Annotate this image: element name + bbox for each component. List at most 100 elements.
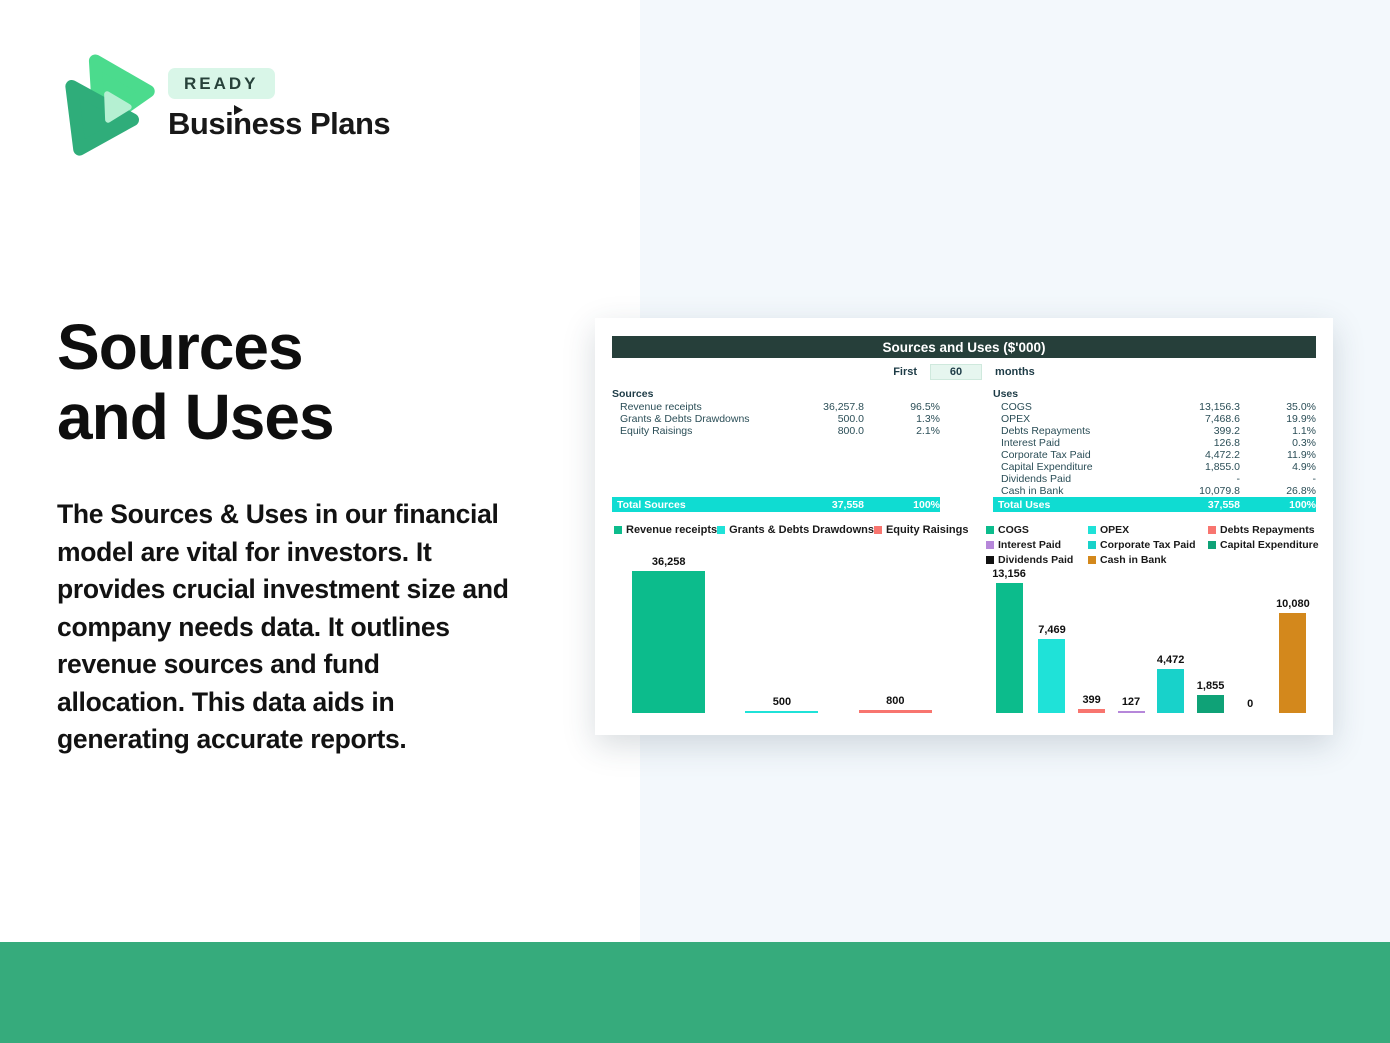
cell-label: OPEX [1001, 413, 1031, 425]
legend-item: Capital Expenditure [1208, 539, 1319, 551]
bar [1117, 711, 1145, 713]
legend-label: Grants & Debts Drawdowns [729, 524, 874, 536]
sources-table: Sources Revenue receipts 36,257.8 96.5% Gra… [612, 388, 940, 512]
sources-header: Sources [612, 388, 654, 400]
uses-chart-plot: 13,156 7,469 399 127 4,472 1,855 0 10,080 [986, 566, 1316, 715]
bar [1197, 694, 1225, 713]
page-title-line2: and Uses [57, 381, 335, 453]
legend-label: COGS [998, 524, 1029, 536]
total-value: 37,558 [1207, 498, 1240, 511]
table-row: COGS 13,156.3 35.0% [993, 401, 1316, 413]
legend-label: Equity Raisings [885, 524, 969, 536]
sheet-title-bar: Sources and Uses ($'000) [612, 336, 1316, 358]
cell-label: Dividends Paid [1001, 473, 1072, 485]
legend-label: Debts Repayments [1220, 524, 1315, 536]
bar-value-label: 399 [1082, 694, 1101, 707]
total-uses-row: Total Uses 37,558 100% [993, 497, 1316, 512]
bar [1038, 639, 1066, 713]
bar-value-label: 1,855 [1196, 679, 1225, 692]
uses-rows: COGS 13,156.3 35.0% OPEX 7,468.6 19.9% Debts R… [993, 401, 1316, 497]
legend-swatch [1088, 541, 1096, 549]
bar-slot: 800 [858, 695, 932, 713]
legend-item: Grants & Debts Drawdowns [717, 524, 874, 536]
cell-value: 36,257.8 [823, 401, 864, 413]
bar [1279, 613, 1307, 713]
cell-label: Grants & Debts Drawdowns [620, 413, 750, 425]
period-row: First 60 months [612, 364, 1316, 380]
bar-value-label: 0 [1247, 698, 1254, 710]
cell-label: COGS [1001, 401, 1032, 413]
bar-slot: 0 [1237, 698, 1264, 713]
legend-label: OPEX [1100, 524, 1130, 536]
cell-value: 126.8 [1213, 437, 1240, 449]
table-row: Corporate Tax Paid 4,472.2 11.9% [993, 449, 1316, 461]
charts-row: Revenue receipts Grants & Debts Drawdowns… [612, 524, 1319, 715]
period-months-label: months [995, 366, 1035, 378]
bar [1157, 668, 1185, 713]
legend-item: Equity Raisings [873, 524, 969, 536]
legend-swatch [1088, 526, 1096, 534]
brand-i-play-icon [234, 105, 243, 115]
total-value: 37,558 [831, 498, 864, 511]
cell-pct: 4.9% [1292, 461, 1316, 473]
legend-label: Corporate Tax Paid [1100, 539, 1196, 551]
table-row: Dividends Paid - - [993, 473, 1316, 485]
legend-item: Cash in Bank [1088, 554, 1208, 566]
cell-label: Corporate Tax Paid [1001, 449, 1091, 461]
legend-swatch [873, 526, 882, 534]
bar [995, 583, 1023, 713]
legend-swatch [986, 556, 994, 564]
sources-rows: Revenue receipts 36,257.8 96.5% Grants & De… [612, 401, 940, 437]
cell-pct: 96.5% [910, 401, 940, 413]
sources-chart-plot: 36,258 500 800 [612, 536, 952, 715]
legend-item: Debts Repayments [1208, 524, 1319, 536]
cell-value: - [1236, 473, 1241, 485]
bar [632, 571, 706, 713]
tables-row: Sources Revenue receipts 36,257.8 96.5% Gra… [612, 388, 1316, 512]
sources-chart-legend: Revenue receipts Grants & Debts Drawdowns… [612, 524, 969, 536]
cell-pct: 35.0% [1286, 401, 1316, 413]
bar-slot: 36,258 [632, 556, 706, 713]
legend-swatch [986, 526, 994, 534]
sources-bar-chart: Revenue receipts Grants & Debts Drawdowns… [612, 524, 969, 715]
cell-value: 7,468.6 [1204, 413, 1240, 425]
page-description: The Sources & Uses in our financial mode… [57, 499, 509, 754]
bar-value-label: 127 [1121, 696, 1141, 708]
legend-swatch [1208, 541, 1216, 549]
cell-value: 1,855.0 [1204, 461, 1240, 473]
legend-swatch [986, 541, 994, 549]
footer-green-bar [0, 942, 1390, 1043]
cell-pct: 0.3% [1292, 437, 1316, 449]
uses-header: Uses [993, 388, 1019, 400]
cell-label: Revenue receipts [620, 401, 702, 413]
bar-slot: 1,855 [1196, 679, 1225, 713]
legend-swatch [1088, 556, 1096, 564]
cell-label: Debts Repayments [1001, 425, 1091, 437]
brand-name: Business Plans [168, 106, 391, 141]
period-first-label: First [893, 366, 918, 378]
bar-value-label: 500 [772, 696, 792, 708]
cell-value: 800.0 [837, 425, 864, 437]
legend-swatch [1208, 526, 1216, 534]
uses-bar-chart: COGS OPEX Debts Repayments Interest Paid Cor… [986, 524, 1319, 715]
cell-pct: 1.3% [916, 413, 940, 425]
legend-label: Cash in Bank [1100, 554, 1167, 566]
total-label: Total Sources [617, 498, 686, 511]
table-row: Revenue receipts 36,257.8 96.5% [612, 401, 940, 413]
cell-value: 399.2 [1213, 425, 1240, 437]
table-row: OPEX 7,468.6 19.9% [993, 413, 1316, 425]
cell-value: 13,156.3 [1199, 401, 1240, 413]
bar-value-label: 36,258 [651, 556, 686, 568]
legend-item: Revenue receipts [614, 524, 717, 536]
legend-item: COGS [986, 524, 1088, 536]
brand-text: READY Business Plans [168, 68, 391, 142]
cell-value: 10,079.8 [1199, 485, 1240, 497]
bar-value-label: 10,080 [1276, 598, 1310, 611]
cell-value: 4,472.2 [1204, 449, 1240, 461]
bar [1078, 709, 1106, 713]
period-months-input[interactable]: 60 [930, 364, 983, 380]
cell-value: 500.0 [837, 413, 864, 425]
spreadsheet-card: Sources and Uses ($'000) First 60 months… [595, 318, 1333, 735]
page-title: Sources and Uses [57, 312, 335, 453]
